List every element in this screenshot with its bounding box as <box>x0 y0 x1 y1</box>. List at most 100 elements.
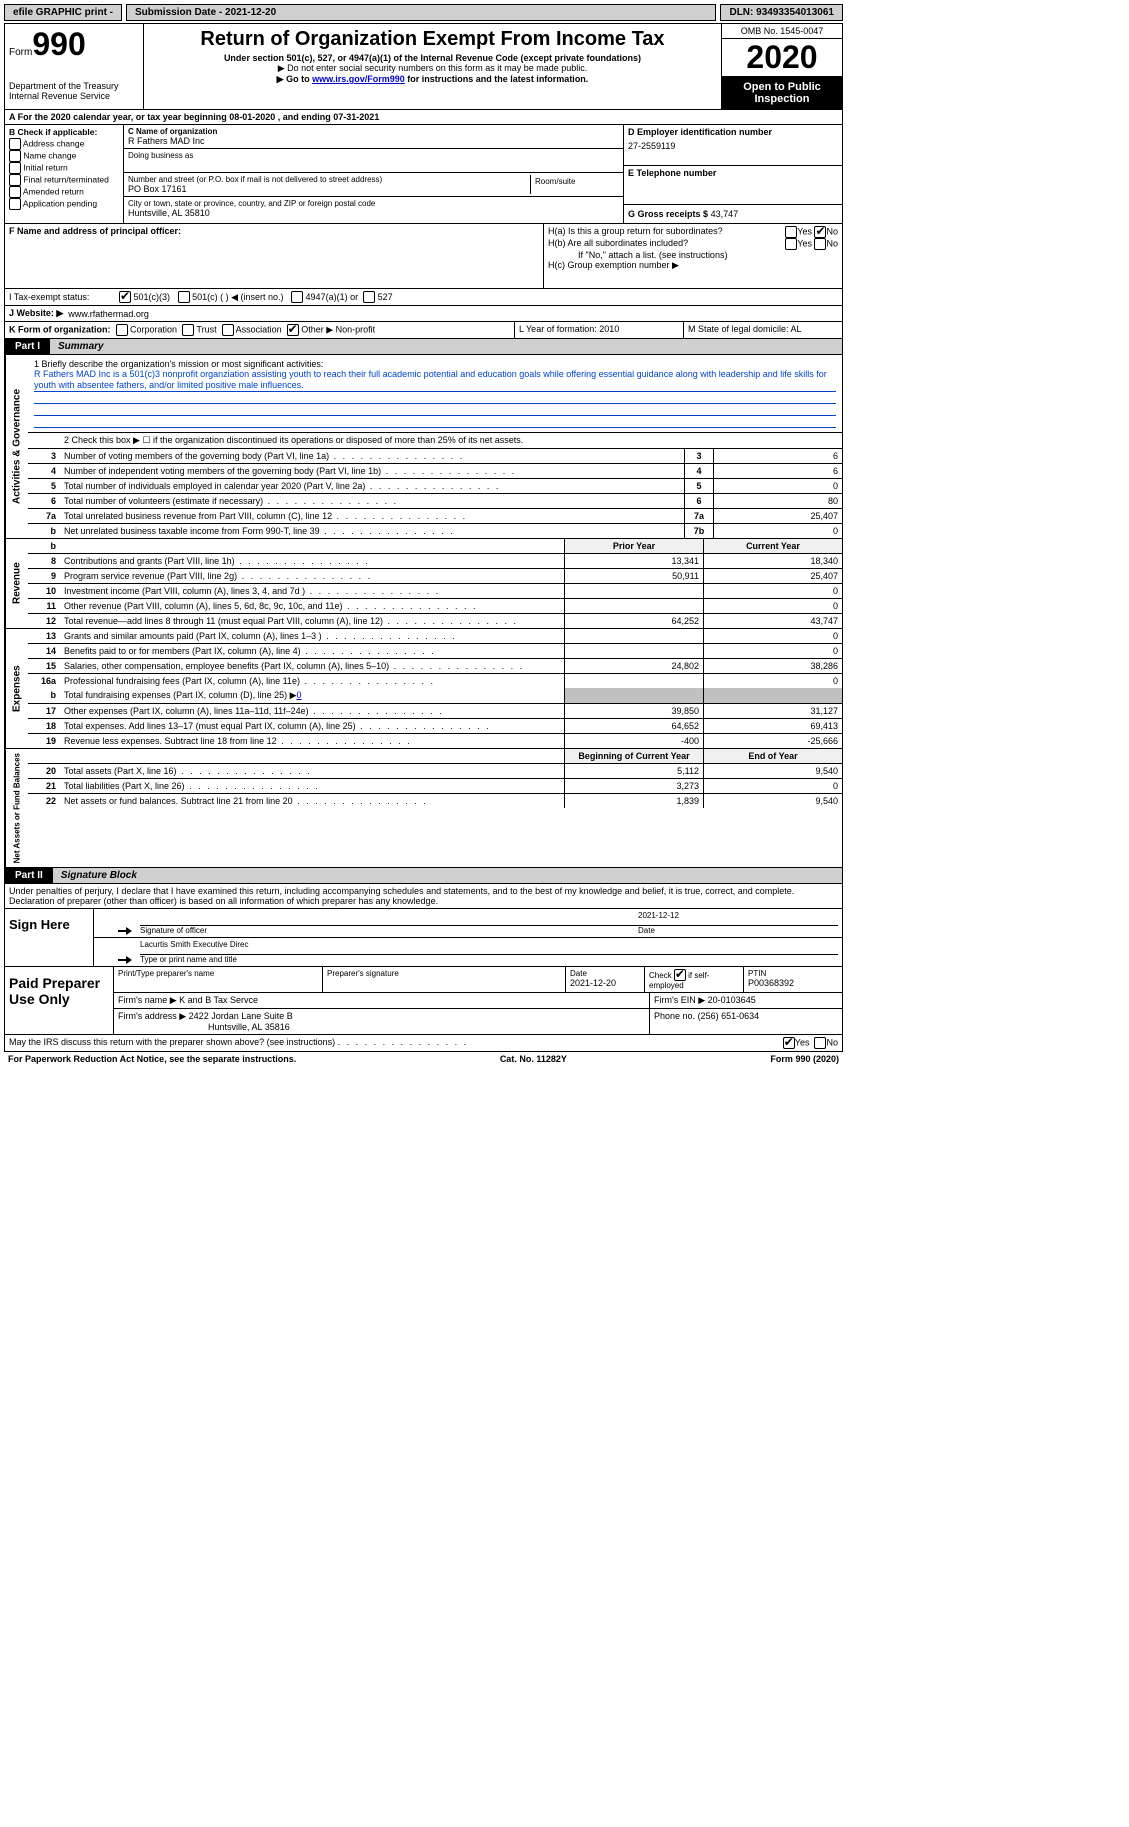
lineb-desc: Net unrelated business taxable income fr… <box>60 524 684 538</box>
check-initial-return[interactable] <box>9 162 21 174</box>
check-final-return[interactable] <box>9 174 21 186</box>
dept2: Internal Revenue Service <box>9 91 139 101</box>
submission-date: Submission Date - 2021-12-20 <box>126 4 716 21</box>
na-blank <box>28 749 60 763</box>
k-label: K Form of organization: <box>9 324 111 334</box>
line16b-current <box>703 688 842 703</box>
check-address-change[interactable] <box>9 138 21 150</box>
line12-num: 12 <box>28 614 60 628</box>
line9-num: 9 <box>28 569 60 583</box>
line16a-num: 16a <box>28 674 60 688</box>
check-527[interactable] <box>363 291 375 303</box>
line16b-prior <box>564 688 703 703</box>
ha-no[interactable] <box>814 226 826 238</box>
pdate-label: Date <box>570 969 640 978</box>
line4-num: 4 <box>28 464 60 478</box>
line3-num: 3 <box>28 449 60 463</box>
line16b-num: b <box>28 688 60 703</box>
b-num: b <box>28 539 60 553</box>
check-4947[interactable] <box>291 291 303 303</box>
efile-button[interactable]: efile GRAPHIC print - <box>4 4 122 21</box>
lbl-address-change: Address change <box>23 138 84 148</box>
line8-prior: 13,341 <box>564 554 703 568</box>
mission-text: R Fathers MAD Inc is a 501(c)3 nonprofit… <box>34 369 836 392</box>
line17-current: 31,127 <box>703 704 842 718</box>
year-formation: L Year of formation: 2010 <box>514 322 683 338</box>
line22-num: 22 <box>28 794 60 808</box>
check-501c3[interactable] <box>119 291 131 303</box>
line8-num: 8 <box>28 554 60 568</box>
note-ssn: ▶ Do not enter social security numbers o… <box>148 63 717 74</box>
line16a-prior <box>564 674 703 688</box>
check-other[interactable] <box>287 324 299 336</box>
check-amended-return[interactable] <box>9 186 21 198</box>
line7a-desc: Total unrelated business revenue from Pa… <box>60 509 684 523</box>
dln: DLN: 93493354013061 <box>720 4 843 21</box>
line21-current: 0 <box>703 779 842 793</box>
fundraising-link[interactable]: 0 <box>297 690 302 700</box>
paid-preparer-label: Paid Preparer Use Only <box>5 967 113 1034</box>
vtab-expenses: Expenses <box>5 629 28 748</box>
line19-num: 19 <box>28 734 60 748</box>
line18-desc: Total expenses. Add lines 13–17 (must eq… <box>60 719 564 733</box>
psig-label: Preparer's signature <box>327 969 561 978</box>
i-label: I Tax-exempt status: <box>9 292 119 302</box>
lbl-527: 527 <box>378 292 393 302</box>
dept1: Department of the Treasury <box>9 81 139 91</box>
irs-yes[interactable] <box>783 1037 795 1049</box>
line8-current: 18,340 <box>703 554 842 568</box>
line21-num: 21 <box>28 779 60 793</box>
check-name-change[interactable] <box>9 150 21 162</box>
check-corp[interactable] <box>116 324 128 336</box>
check-trust[interactable] <box>182 324 194 336</box>
line9-desc: Program service revenue (Part VIII, line… <box>60 569 564 583</box>
lbl-application-pending: Application pending <box>23 198 97 208</box>
firm-addr1: 2422 Jordan Lane Suite B <box>189 1011 293 1021</box>
form-footer: Form 990 (2020) <box>770 1054 839 1064</box>
check-self-employed[interactable] <box>674 969 686 981</box>
hb-note: If "No," attach a list. (see instruction… <box>548 250 838 260</box>
line2-num <box>28 433 60 448</box>
firm-name-label: Firm's name ▶ <box>118 995 177 1005</box>
irs-no[interactable] <box>814 1037 826 1049</box>
irs-link[interactable]: www.irs.gov/Form990 <box>312 74 405 84</box>
current-header: Current Year <box>703 539 842 553</box>
line2-desc: 2 Check this box ▶ ☐ if the organization… <box>60 433 842 448</box>
mission-q: 1 Briefly describe the organization's mi… <box>34 359 836 369</box>
sign-here: Sign Here <box>5 909 93 966</box>
line18-num: 18 <box>28 719 60 733</box>
eoy-header: End of Year <box>703 749 842 763</box>
irs-no-lbl: No <box>826 1038 838 1048</box>
check-application-pending[interactable] <box>9 198 21 210</box>
sig-declaration: Under penalties of perjury, I declare th… <box>4 884 843 909</box>
line13-current: 0 <box>703 629 842 643</box>
line14-current: 0 <box>703 644 842 658</box>
hb-yes[interactable] <box>785 238 797 250</box>
hb-no[interactable] <box>814 238 826 250</box>
firm-addr2: Huntsville, AL 35816 <box>208 1022 290 1032</box>
room-label: Room/suite <box>531 175 619 194</box>
line11-current: 0 <box>703 599 842 613</box>
ha-yes[interactable] <box>785 226 797 238</box>
hb-no-lbl: No <box>826 238 838 248</box>
line4-desc: Number of independent voting members of … <box>60 464 684 478</box>
tax-year: 2020 <box>722 39 842 77</box>
check-501c[interactable] <box>178 291 190 303</box>
name-arrow-icon <box>126 956 132 964</box>
line11-num: 11 <box>28 599 60 613</box>
check-assoc[interactable] <box>222 324 234 336</box>
firm-ein: 20-0103645 <box>708 995 756 1005</box>
open-to-public: Open to Public Inspection <box>722 77 842 109</box>
line9-current: 25,407 <box>703 569 842 583</box>
lbl-4947: 4947(a)(1) or <box>306 292 359 302</box>
city: Huntsville, AL 35810 <box>128 208 619 218</box>
line15-num: 15 <box>28 659 60 673</box>
line16a-current: 0 <box>703 674 842 688</box>
lbl-corp: Corporation <box>130 324 177 334</box>
line14-desc: Benefits paid to or for members (Part IX… <box>60 644 564 658</box>
line22-desc: Net assets or fund balances. Subtract li… <box>60 794 564 808</box>
hb-label: H(b) Are all subordinates included? <box>548 238 688 250</box>
lineb-cellnum: 7b <box>684 524 713 538</box>
gross-label: G Gross receipts $ <box>628 209 708 219</box>
officer-name: Lacurtis Smith Executive Direc <box>140 940 838 955</box>
